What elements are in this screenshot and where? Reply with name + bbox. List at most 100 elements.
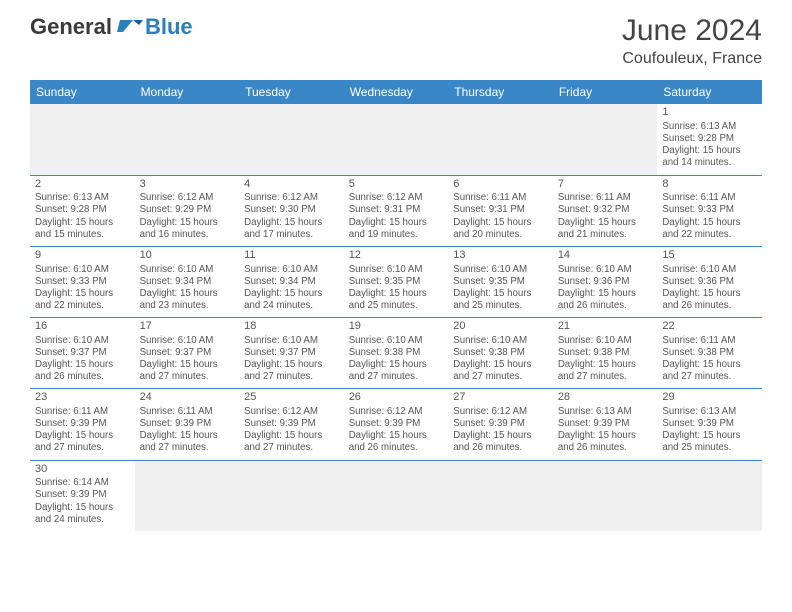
location-label: Coufouleux, France bbox=[622, 50, 762, 68]
calendar-day-cell: 28Sunrise: 6:13 AMSunset: 9:39 PMDayligh… bbox=[553, 389, 658, 460]
day-number: 16 bbox=[35, 320, 130, 334]
daylight-line: Daylight: 15 hours and 23 minutes. bbox=[140, 288, 235, 312]
calendar-week-row: 30Sunrise: 6:14 AMSunset: 9:39 PMDayligh… bbox=[30, 460, 762, 531]
sunset-line: Sunset: 9:32 PM bbox=[558, 204, 653, 216]
calendar-empty-cell bbox=[344, 104, 449, 175]
sunrise-line: Sunrise: 6:12 AM bbox=[244, 406, 339, 418]
day-info: Sunrise: 6:11 AMSunset: 9:31 PMDaylight:… bbox=[453, 192, 548, 241]
calendar-empty-cell bbox=[30, 104, 135, 175]
sunset-line: Sunset: 9:39 PM bbox=[662, 418, 757, 430]
day-number: 22 bbox=[662, 320, 757, 334]
day-info: Sunrise: 6:13 AMSunset: 9:28 PMDaylight:… bbox=[662, 121, 757, 170]
sunrise-line: Sunrise: 6:10 AM bbox=[35, 335, 130, 347]
calendar-day-cell: 29Sunrise: 6:13 AMSunset: 9:39 PMDayligh… bbox=[657, 389, 762, 460]
calendar-day-cell: 16Sunrise: 6:10 AMSunset: 9:37 PMDayligh… bbox=[30, 318, 135, 389]
sunrise-line: Sunrise: 6:11 AM bbox=[35, 406, 130, 418]
brand-general: General bbox=[30, 14, 112, 40]
day-number: 3 bbox=[140, 178, 235, 192]
calendar-day-cell: 3Sunrise: 6:12 AMSunset: 9:29 PMDaylight… bbox=[135, 175, 240, 246]
calendar-week-row: 2Sunrise: 6:13 AMSunset: 9:28 PMDaylight… bbox=[30, 175, 762, 246]
daylight-line: Daylight: 15 hours and 24 minutes. bbox=[244, 288, 339, 312]
calendar-week-row: 9Sunrise: 6:10 AMSunset: 9:33 PMDaylight… bbox=[30, 246, 762, 317]
day-info: Sunrise: 6:10 AMSunset: 9:37 PMDaylight:… bbox=[140, 335, 235, 384]
day-info: Sunrise: 6:10 AMSunset: 9:36 PMDaylight:… bbox=[662, 264, 757, 313]
day-info: Sunrise: 6:10 AMSunset: 9:38 PMDaylight:… bbox=[349, 335, 444, 384]
sunrise-line: Sunrise: 6:10 AM bbox=[140, 335, 235, 347]
day-info: Sunrise: 6:10 AMSunset: 9:38 PMDaylight:… bbox=[558, 335, 653, 384]
sunset-line: Sunset: 9:33 PM bbox=[35, 276, 130, 288]
calendar-day-cell: 15Sunrise: 6:10 AMSunset: 9:36 PMDayligh… bbox=[657, 246, 762, 317]
sunset-line: Sunset: 9:34 PM bbox=[140, 276, 235, 288]
weekday-header: Wednesday bbox=[344, 80, 449, 104]
day-number: 29 bbox=[662, 391, 757, 405]
sunrise-line: Sunrise: 6:11 AM bbox=[662, 335, 757, 347]
day-info: Sunrise: 6:14 AMSunset: 9:39 PMDaylight:… bbox=[35, 477, 130, 526]
sunset-line: Sunset: 9:39 PM bbox=[35, 418, 130, 430]
sunrise-line: Sunrise: 6:10 AM bbox=[453, 264, 548, 276]
day-number: 5 bbox=[349, 178, 444, 192]
daylight-line: Daylight: 15 hours and 21 minutes. bbox=[558, 217, 653, 241]
sunset-line: Sunset: 9:35 PM bbox=[349, 276, 444, 288]
sunset-line: Sunset: 9:35 PM bbox=[453, 276, 548, 288]
sunset-line: Sunset: 9:31 PM bbox=[453, 204, 548, 216]
calendar-day-cell: 8Sunrise: 6:11 AMSunset: 9:33 PMDaylight… bbox=[657, 175, 762, 246]
day-info: Sunrise: 6:10 AMSunset: 9:36 PMDaylight:… bbox=[558, 264, 653, 313]
flag-icon bbox=[117, 16, 143, 39]
sunset-line: Sunset: 9:37 PM bbox=[244, 347, 339, 359]
sunset-line: Sunset: 9:39 PM bbox=[140, 418, 235, 430]
daylight-line: Daylight: 15 hours and 27 minutes. bbox=[244, 359, 339, 383]
day-number: 27 bbox=[453, 391, 548, 405]
sunrise-line: Sunrise: 6:10 AM bbox=[244, 335, 339, 347]
calendar-week-row: 1Sunrise: 6:13 AMSunset: 9:28 PMDaylight… bbox=[30, 104, 762, 175]
sunrise-line: Sunrise: 6:11 AM bbox=[662, 192, 757, 204]
calendar-empty-cell bbox=[448, 460, 553, 531]
calendar-empty-cell bbox=[344, 460, 449, 531]
weekday-header: Tuesday bbox=[239, 80, 344, 104]
day-number: 15 bbox=[662, 249, 757, 263]
day-number: 20 bbox=[453, 320, 548, 334]
sunset-line: Sunset: 9:33 PM bbox=[662, 204, 757, 216]
calendar-week-row: 23Sunrise: 6:11 AMSunset: 9:39 PMDayligh… bbox=[30, 389, 762, 460]
calendar-day-cell: 22Sunrise: 6:11 AMSunset: 9:38 PMDayligh… bbox=[657, 318, 762, 389]
sunrise-line: Sunrise: 6:13 AM bbox=[662, 406, 757, 418]
sunset-line: Sunset: 9:37 PM bbox=[140, 347, 235, 359]
calendar-day-cell: 10Sunrise: 6:10 AMSunset: 9:34 PMDayligh… bbox=[135, 246, 240, 317]
day-number: 8 bbox=[662, 178, 757, 192]
calendar-day-cell: 13Sunrise: 6:10 AMSunset: 9:35 PMDayligh… bbox=[448, 246, 553, 317]
weekday-header: Saturday bbox=[657, 80, 762, 104]
sunrise-line: Sunrise: 6:10 AM bbox=[140, 264, 235, 276]
calendar-week-row: 16Sunrise: 6:10 AMSunset: 9:37 PMDayligh… bbox=[30, 318, 762, 389]
day-info: Sunrise: 6:12 AMSunset: 9:31 PMDaylight:… bbox=[349, 192, 444, 241]
calendar-empty-cell bbox=[135, 104, 240, 175]
weekday-header: Sunday bbox=[30, 80, 135, 104]
calendar-empty-cell bbox=[553, 104, 658, 175]
day-number: 19 bbox=[349, 320, 444, 334]
daylight-line: Daylight: 15 hours and 26 minutes. bbox=[558, 430, 653, 454]
daylight-line: Daylight: 15 hours and 27 minutes. bbox=[662, 359, 757, 383]
calendar-day-cell: 6Sunrise: 6:11 AMSunset: 9:31 PMDaylight… bbox=[448, 175, 553, 246]
day-info: Sunrise: 6:13 AMSunset: 9:39 PMDaylight:… bbox=[662, 406, 757, 455]
day-number: 18 bbox=[244, 320, 339, 334]
daylight-line: Daylight: 15 hours and 26 minutes. bbox=[35, 359, 130, 383]
day-info: Sunrise: 6:13 AMSunset: 9:39 PMDaylight:… bbox=[558, 406, 653, 455]
sunrise-line: Sunrise: 6:11 AM bbox=[558, 192, 653, 204]
daylight-line: Daylight: 15 hours and 15 minutes. bbox=[35, 217, 130, 241]
brand-logo: General Blue bbox=[30, 14, 193, 40]
sunrise-line: Sunrise: 6:13 AM bbox=[558, 406, 653, 418]
day-info: Sunrise: 6:11 AMSunset: 9:39 PMDaylight:… bbox=[35, 406, 130, 455]
calendar-empty-cell bbox=[657, 460, 762, 531]
day-number: 17 bbox=[140, 320, 235, 334]
day-info: Sunrise: 6:12 AMSunset: 9:39 PMDaylight:… bbox=[349, 406, 444, 455]
sunrise-line: Sunrise: 6:10 AM bbox=[349, 264, 444, 276]
calendar-day-cell: 21Sunrise: 6:10 AMSunset: 9:38 PMDayligh… bbox=[553, 318, 658, 389]
daylight-line: Daylight: 15 hours and 25 minutes. bbox=[349, 288, 444, 312]
day-info: Sunrise: 6:12 AMSunset: 9:39 PMDaylight:… bbox=[244, 406, 339, 455]
weekday-header: Monday bbox=[135, 80, 240, 104]
sunset-line: Sunset: 9:38 PM bbox=[453, 347, 548, 359]
calendar-day-cell: 24Sunrise: 6:11 AMSunset: 9:39 PMDayligh… bbox=[135, 389, 240, 460]
calendar-body: 1Sunrise: 6:13 AMSunset: 9:28 PMDaylight… bbox=[30, 104, 762, 531]
day-info: Sunrise: 6:12 AMSunset: 9:30 PMDaylight:… bbox=[244, 192, 339, 241]
day-number: 24 bbox=[140, 391, 235, 405]
sunset-line: Sunset: 9:28 PM bbox=[662, 133, 757, 145]
daylight-line: Daylight: 15 hours and 27 minutes. bbox=[140, 430, 235, 454]
